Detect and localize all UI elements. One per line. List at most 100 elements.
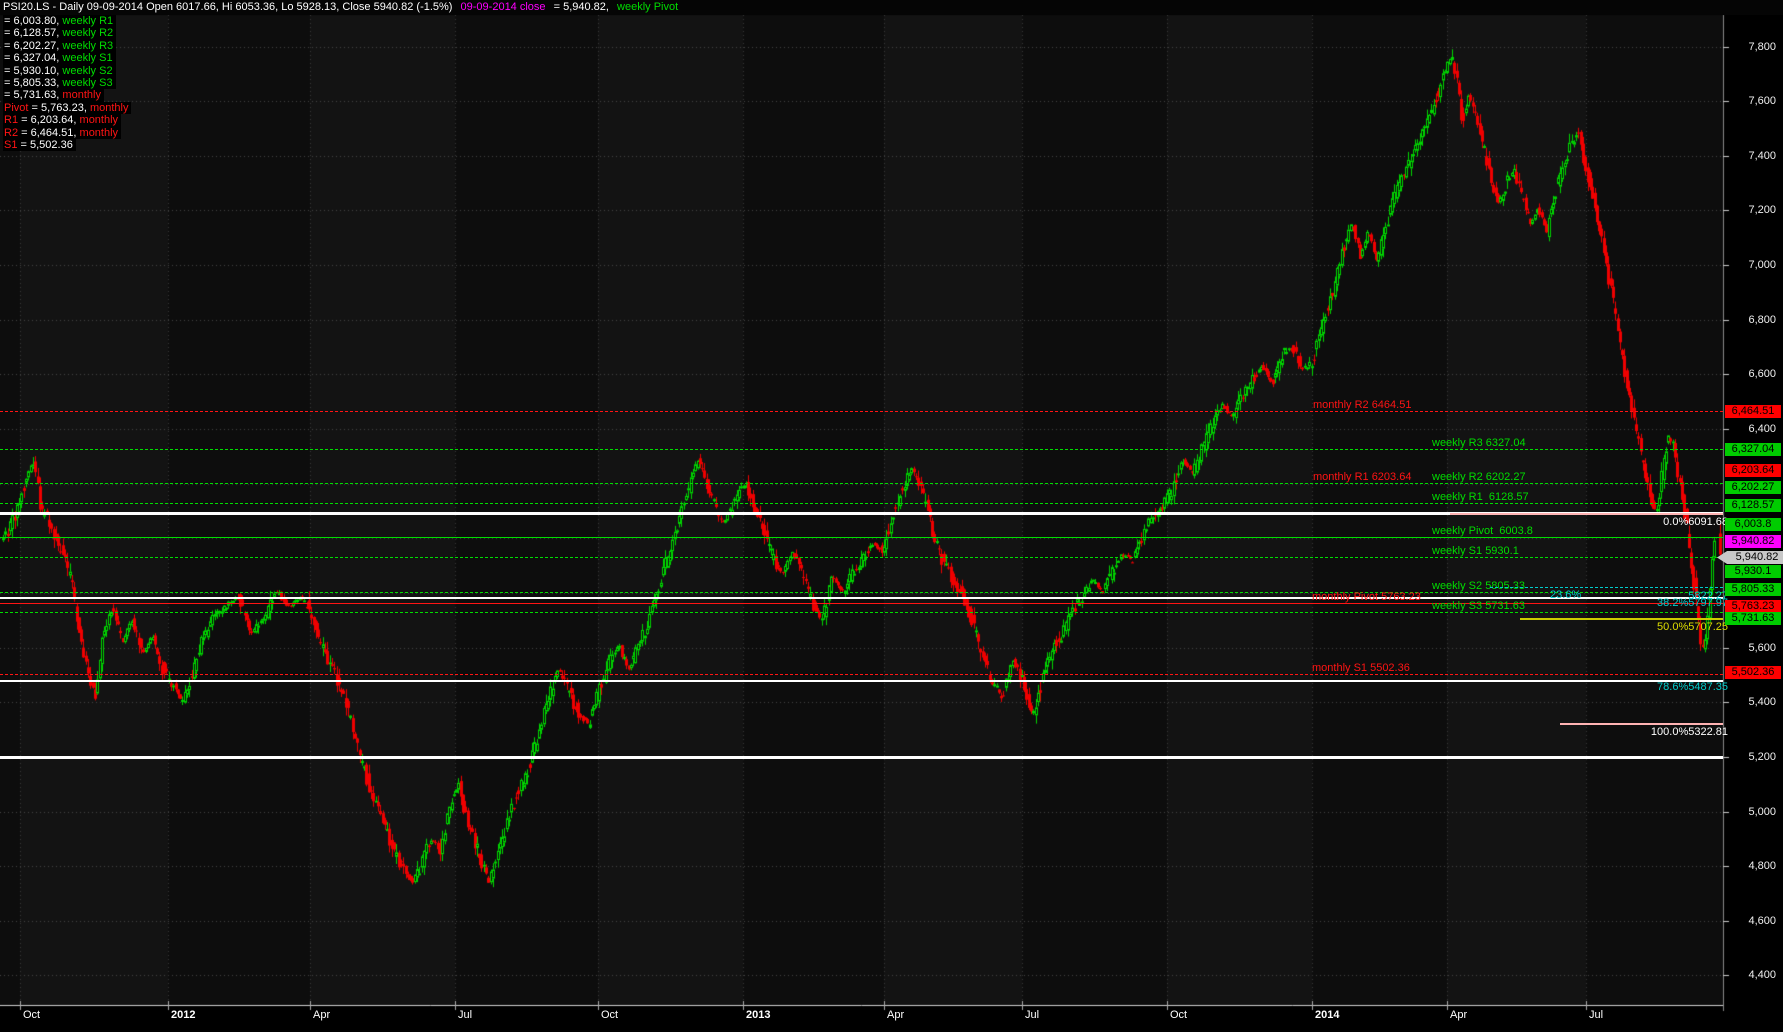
y-axis-tick-label: 4,400 — [1748, 969, 1776, 981]
legend-text: = 6,128.57, — [4, 27, 63, 40]
x-axis-label-oct: Oct — [23, 1009, 41, 1021]
legend-text: = 5,763.23, — [28, 101, 90, 114]
pivot-line-monthly-r2 — [0, 411, 1723, 412]
x-axis-label-oct: Oct — [1170, 1009, 1188, 1021]
pivot-line-weekly-s2 — [0, 592, 1723, 593]
last-price-marker: 5,940.82 — [1717, 551, 1783, 564]
x-axis-label-jul: Jul — [1589, 1009, 1604, 1021]
axis-price-chip-5: 6,003.8 — [1725, 518, 1781, 531]
legend-text: = 6,464.51, — [18, 126, 80, 139]
legend-text: = 6,203.64, — [18, 114, 80, 127]
pivot-legend: = 6,003.80, weekly R1 = 6,128.57, weekly … — [3, 15, 132, 152]
support-line-1 — [0, 597, 1723, 599]
fib-line-5 — [1560, 723, 1723, 725]
legend-row-8: R1 = 6,203.64, monthly — [3, 114, 122, 127]
support-line-0 — [0, 512, 1723, 515]
legend-text: = 6,003.80, — [4, 15, 63, 27]
y-axis-tick-label: 4,800 — [1748, 860, 1776, 872]
legend-row-4: = 5,930.10, weekly S2 — [3, 64, 116, 78]
axis-price-chip-9: 5,805.33 — [1725, 583, 1781, 596]
fib-label-5: 100.0%5322.81 — [1650, 726, 1728, 738]
fib-line-0 — [1450, 513, 1723, 515]
pivot-line-weekly-pivot — [0, 537, 1723, 538]
axis-price-chip-6: 5,940.82 — [1725, 535, 1781, 548]
legend-text: monthly — [79, 114, 119, 127]
x-axis-label-2013: 2013 — [746, 1009, 771, 1021]
pivot-line-weekly-s1 — [0, 557, 1723, 558]
fib-line-1 — [1490, 587, 1723, 588]
close-value: = 5,940.82, — [553, 1, 609, 13]
legend-text: = 5,930.10, — [4, 64, 63, 77]
x-axis-label-2012: 2012 — [171, 1009, 196, 1021]
legend-row-1: = 6,128.57, weekly R2 — [3, 27, 117, 40]
x-axis-label-apr: Apr — [887, 1009, 905, 1021]
y-axis-tick-label: 5,400 — [1748, 696, 1776, 708]
pivot-line-weekly-r3 — [0, 449, 1723, 450]
legend-row-6: = 5,731.63, monthly — [3, 89, 104, 102]
y-axis-tick-label: 7,200 — [1748, 204, 1776, 216]
legend-row-9: R2 = 6,464.51, monthly — [3, 126, 122, 140]
legend-text: weekly S3 — [62, 77, 113, 90]
fib-label-4: 78.6%5487.35 — [1657, 681, 1728, 693]
legend-text: weekly R2 — [62, 27, 114, 40]
pivot-label-weekly-s3: weekly S3 5731.63 — [1432, 600, 1525, 612]
y-axis-tick-label: 6,800 — [1748, 314, 1776, 326]
legend-text: R1 — [4, 114, 19, 127]
pivot-line-weekly-s3 — [0, 612, 1723, 613]
legend-row-3: = 6,327.04, weekly S1 — [3, 52, 116, 65]
axis-price-chip-10: 5,763.23 — [1725, 600, 1781, 613]
axis-price-chip-11: 5,731.63 — [1725, 612, 1781, 625]
axis-price-chip-8: 5,930.1 — [1725, 565, 1781, 578]
fib-label-2: 38.2%5797.97 — [1657, 597, 1728, 609]
x-axis-label-apr: Apr — [1450, 1009, 1468, 1021]
legend-text: = 5,805.33, — [4, 77, 63, 90]
title-bar: PSI20.LS - Daily 09-09-2014 Open 6017.66… — [0, 0, 1783, 15]
pivot-line-weekly-r2 — [0, 483, 1723, 484]
x-axis-label-oct: Oct — [601, 1009, 619, 1021]
x-axis-label-jul: Jul — [458, 1009, 473, 1021]
pivot-line-monthly-pivot — [0, 603, 1723, 604]
pivot-label-monthly-r2: monthly R2 6464.51 — [1313, 399, 1412, 411]
pivot-label-weekly-r2: weekly R2 6202.27 — [1432, 471, 1526, 483]
fib-label-0: 0.0%6091.68 — [1663, 516, 1728, 528]
y-axis-tick-label: 7,000 — [1748, 259, 1776, 271]
legend-text: weekly S1 — [62, 52, 113, 65]
pivot-label-weekly-s1: weekly S1 5930.1 — [1432, 545, 1519, 557]
x-axis-label-2014: 2014 — [1315, 1009, 1340, 1021]
legend-row-10: S1 = 5,502.36 — [3, 139, 76, 152]
legend-text: = 6,202.27, — [4, 39, 63, 52]
y-axis-tick-label: 7,800 — [1748, 41, 1776, 53]
pivot-line-monthly-s1 — [0, 674, 1723, 675]
pivot-label-monthly-s1: monthly S1 5502.36 — [1312, 662, 1410, 674]
pivot-label-weekly-s2: weekly S2 5805.33 — [1432, 580, 1525, 592]
support-line-2 — [0, 680, 1723, 682]
legend-row-2: = 6,202.27, weekly R3 — [3, 39, 117, 53]
y-axis-tick-label: 6,400 — [1748, 423, 1776, 435]
legend-text: monthly — [89, 101, 129, 114]
x-axis-label-jul: Jul — [1025, 1009, 1040, 1021]
legend-row-5: = 5,805.33, weekly S3 — [3, 77, 116, 90]
instrument-summary: PSI20.LS - Daily 09-09-2014 Open 6017.66… — [3, 1, 453, 13]
fib-label-3: 50.0%5707.25 — [1657, 621, 1728, 633]
highlight-date: 09-09-2014 close — [460, 1, 546, 13]
legend-text: weekly R3 — [62, 39, 114, 52]
axis-price-chip-12: 5,502.36 — [1725, 666, 1781, 679]
axis-price-chip-4: 6,128.57 — [1725, 499, 1781, 512]
support-line-3 — [0, 756, 1723, 759]
legend-text: weekly R1 — [62, 15, 114, 27]
legend-text: Pivot — [4, 101, 29, 114]
y-axis-tick-label: 7,600 — [1748, 95, 1776, 107]
legend-text: monthly — [62, 89, 101, 102]
y-axis-tick-label: 6,600 — [1748, 368, 1776, 380]
fib-label-1: 5822.27 — [1688, 590, 1728, 602]
pivot-label-monthly-r1: monthly R1 6203.64 — [1313, 471, 1412, 483]
pivot-tag: weekly Pivot — [617, 1, 679, 13]
pivot-line-weekly-r1 — [0, 503, 1723, 504]
pivot-label-weekly-r3: weekly R3 6327.04 — [1432, 437, 1526, 449]
pivot-label-weekly-pivot: weekly Pivot 6003.8 — [1432, 525, 1533, 537]
fib-pct-label-1: 23.6% — [1550, 589, 1582, 601]
axis-price-chip-0: 6,464.51 — [1725, 405, 1781, 418]
